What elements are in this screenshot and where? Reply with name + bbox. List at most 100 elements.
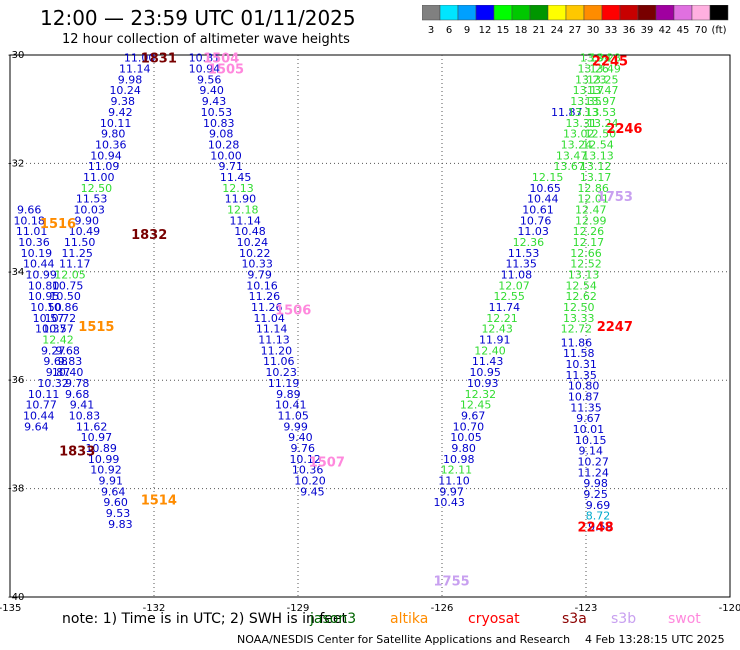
wave-height-point: 10.23 [265, 366, 297, 379]
wave-height-point: 10.99 [25, 269, 57, 282]
wave-height-point: 10.83 [69, 409, 101, 422]
x-tick-label: -126 [431, 603, 454, 612]
wave-height-point: 9.99 [283, 420, 308, 433]
chart-subtitle: 12 hour collection of altimeter wave hei… [62, 32, 350, 47]
wave-height-point: 11.05 [277, 409, 309, 422]
x-tick-label: -120 [719, 603, 740, 612]
wave-height-point: 9.41 [70, 399, 95, 412]
wave-height-point: 9.45 [300, 485, 325, 498]
wave-height-point: 10.75 [52, 279, 84, 292]
wave-height-point: 11.10 [438, 474, 470, 487]
colorbar-label: 30 [587, 25, 600, 36]
wave-height-point: 10.41 [275, 399, 307, 412]
wave-height-point: 13.47 [587, 84, 619, 97]
wave-height-point: 12.26 [573, 225, 605, 238]
wave-height-point: 9.14 [579, 445, 604, 458]
wave-height-point: 9.40 [199, 84, 224, 97]
wave-height-point: 13.13 [568, 269, 600, 282]
wave-height-point: 11.26 [251, 301, 283, 314]
wave-height-point: 9.27 [41, 344, 66, 357]
wave-height-point: 10.11 [100, 117, 132, 130]
wave-height-point: 9.42 [108, 106, 133, 119]
wave-height-point: 12.11 [441, 464, 473, 477]
wave-height-point: 13.12 [580, 160, 612, 173]
colorbar-swatch [709, 5, 729, 21]
wave-height-point: 10.97 [81, 431, 113, 444]
wave-height-point: 10.53 [201, 106, 233, 119]
wave-height-point: 10.37 [35, 323, 67, 336]
wave-height-point: 9.64 [101, 485, 126, 498]
wave-height-point: 10.65 [529, 182, 561, 195]
satellite-s3b: s3b [611, 611, 637, 627]
wave-height-point: 13.53 [585, 106, 617, 119]
wave-height-point: 9.60 [103, 496, 128, 509]
wave-height-point: 10.80 [568, 380, 600, 393]
wave-height-point: 9.78 [65, 377, 90, 390]
wave-height-point: 11.86 [561, 336, 593, 349]
wave-height-point: 9.98 [118, 73, 143, 86]
wave-height-point: 11.53 [76, 193, 108, 206]
wave-height-map: -135 -132 -129 -126 -123 -120 -30 -32 -34 -36 -38 -… [0, 50, 740, 612]
x-tick-label: -132 [143, 603, 166, 612]
wave-height-point: 12.72 [561, 323, 593, 336]
wave-height-point: 9.68 [55, 344, 80, 357]
wave-height-point: 12.32 [465, 388, 497, 401]
wave-height-point: 9.64 [24, 420, 49, 433]
wave-height-point: 11.14 [229, 214, 261, 227]
wave-height-point: 12.50 [585, 128, 617, 141]
wave-height-point: 11.04 [253, 312, 285, 325]
wave-height-point: 8.72 [586, 510, 611, 523]
satellite-jason3: jason3 [310, 611, 357, 627]
wave-height-point: 9.89 [276, 388, 301, 401]
wave-height-point: 10.00 [210, 149, 242, 162]
wave-height-point: 10.61 [522, 203, 554, 216]
wave-height-point: 10.40 [52, 366, 84, 379]
wave-height-point: 10.24 [109, 84, 141, 97]
wave-height-point: 9.68 [43, 355, 68, 368]
wave-height-point: 9.68 [65, 388, 90, 401]
y-tick-label: -36 [8, 375, 24, 386]
wave-height-point: 11.87 [551, 106, 583, 119]
footer-note: note: 1) Time is in UTC; 2) SWH is in fe… [62, 611, 348, 627]
wave-height-point: 10.16 [246, 279, 278, 292]
wave-height-point: 13.17 [580, 171, 612, 184]
wave-height-point: 9.83 [108, 518, 133, 531]
wave-height-point: 10.43 [433, 496, 465, 509]
wave-height-point: 12.13 [222, 182, 254, 195]
wave-height-point: 9.43 [202, 95, 227, 108]
wave-height-point: 13.28 [589, 52, 621, 65]
wave-height-point: 11.35 [505, 258, 537, 271]
wave-height-point: 10.57 [33, 312, 65, 325]
wave-height-point: 12.07 [498, 279, 530, 292]
wave-height-point: 10.36 [95, 138, 127, 151]
y-tick-label: -32 [8, 158, 24, 169]
pass-time-label: 1514 [141, 493, 177, 508]
wave-height-point: 12.54 [565, 279, 597, 292]
wave-height-point: 12.05 [54, 269, 86, 282]
wave-height-point: 11.06 [263, 355, 295, 368]
wave-height-point: 10.99 [88, 453, 120, 466]
colorbar-label: 33 [605, 25, 618, 36]
wave-height-point: 11.25 [61, 247, 93, 260]
wave-height-point: 10.44 [23, 258, 55, 271]
wave-height-point: 11.53 [508, 247, 540, 260]
wave-height-point: 10.01 [573, 423, 605, 436]
wave-height-point: 10.15 [575, 434, 607, 447]
wave-height-point: 11.20 [261, 344, 293, 357]
wave-height-point: 10.33 [241, 258, 273, 271]
pass-time-label: 1506 [275, 304, 311, 319]
wave-height-point: 13.13 [568, 106, 600, 119]
wave-height-point: 13.97 [585, 95, 617, 108]
wave-height-point: 10.05 [450, 431, 482, 444]
colorbar-label: (ft) [711, 25, 726, 36]
wave-height-point: 10.83 [203, 117, 235, 130]
pass-time-label: 2247 [597, 320, 633, 335]
wave-height-point: 13.25 [587, 73, 619, 86]
pass-time-label: 2245 [592, 54, 628, 69]
wave-height-point: 11.00 [124, 52, 156, 65]
wave-height-point: 12.66 [570, 247, 602, 260]
wave-height-point: 13.24 [587, 117, 619, 130]
wave-height-point: 10.72 [45, 312, 77, 325]
wave-height-point: 9.56 [197, 73, 222, 86]
wave-height-point: 11.14 [256, 323, 288, 336]
